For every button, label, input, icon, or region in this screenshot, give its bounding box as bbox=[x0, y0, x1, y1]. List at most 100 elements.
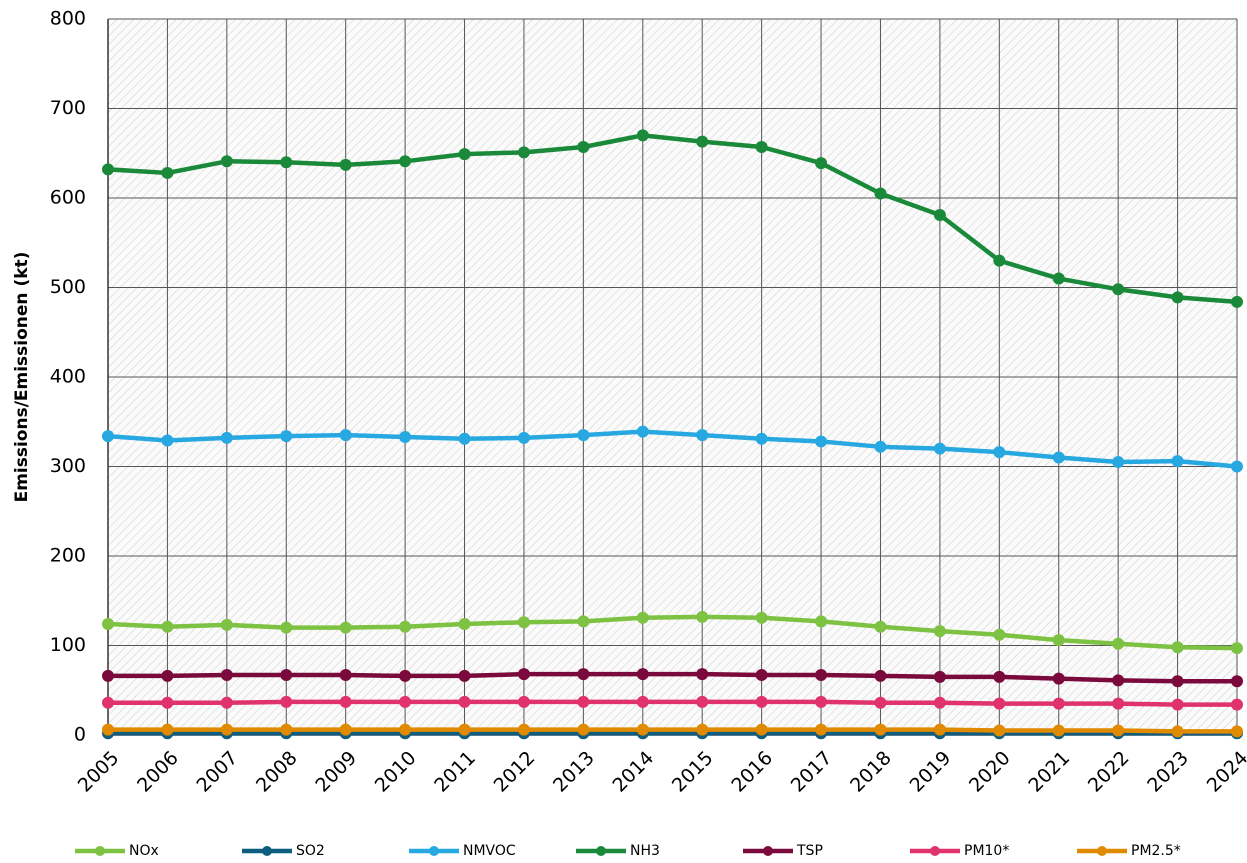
data-point bbox=[1052, 634, 1065, 647]
data-point bbox=[339, 695, 352, 708]
data-point bbox=[815, 435, 828, 448]
legend-label: PM10* bbox=[964, 843, 1009, 859]
x-tick-label: 2023 bbox=[1143, 747, 1193, 797]
legend-label: NMVOC bbox=[463, 843, 516, 859]
data-point bbox=[1112, 456, 1125, 469]
data-point bbox=[102, 696, 114, 709]
data-point bbox=[696, 610, 709, 623]
y-tick-label: 200 bbox=[50, 545, 86, 567]
data-point bbox=[874, 669, 887, 682]
data-point bbox=[517, 616, 530, 629]
legend-marker bbox=[95, 846, 105, 856]
data-point bbox=[102, 163, 114, 176]
legend-marker bbox=[1097, 846, 1107, 856]
data-point bbox=[517, 431, 530, 444]
data-point bbox=[1052, 697, 1065, 710]
data-point bbox=[577, 695, 590, 708]
data-point bbox=[755, 140, 768, 153]
y-tick-label: 400 bbox=[50, 366, 86, 388]
data-point bbox=[1231, 642, 1243, 655]
data-point bbox=[280, 430, 293, 443]
data-point bbox=[696, 723, 709, 736]
data-point bbox=[517, 668, 530, 681]
y-tick-label: 0 bbox=[74, 724, 86, 746]
data-point bbox=[399, 695, 412, 708]
data-point bbox=[280, 669, 293, 682]
data-point bbox=[339, 429, 352, 442]
data-point bbox=[1112, 674, 1125, 687]
data-point bbox=[636, 668, 649, 681]
data-point bbox=[577, 668, 590, 681]
series-line bbox=[108, 727, 1237, 734]
x-tick-label: 2018 bbox=[846, 747, 896, 797]
data-point bbox=[458, 618, 471, 631]
data-point bbox=[993, 670, 1006, 683]
data-point bbox=[220, 723, 233, 736]
data-point bbox=[280, 621, 293, 634]
legend-label: TSP bbox=[796, 843, 823, 859]
x-tick-label: 2016 bbox=[727, 747, 777, 797]
data-point bbox=[1052, 724, 1065, 737]
data-point bbox=[280, 156, 293, 169]
data-point bbox=[161, 620, 174, 633]
data-point bbox=[1171, 641, 1184, 654]
legend-label: PM2.5* bbox=[1131, 843, 1181, 859]
x-tick-label: 2017 bbox=[787, 747, 837, 797]
legend-marker bbox=[930, 846, 940, 856]
x-tick-label: 2009 bbox=[311, 747, 361, 797]
data-point bbox=[815, 669, 828, 682]
data-point bbox=[815, 615, 828, 628]
data-point bbox=[161, 434, 174, 447]
data-point bbox=[636, 129, 649, 142]
x-tick-label: 2007 bbox=[193, 747, 243, 797]
x-tick-label: 2024 bbox=[1203, 747, 1247, 797]
data-point bbox=[1171, 725, 1184, 738]
data-point bbox=[577, 615, 590, 628]
y-axis-label: Emissions/Emissionen (kt) bbox=[12, 252, 32, 503]
data-point bbox=[874, 620, 887, 633]
x-tick-label: 2013 bbox=[549, 747, 599, 797]
data-point bbox=[993, 446, 1006, 459]
x-tick-label: 2014 bbox=[608, 747, 658, 797]
data-point bbox=[339, 723, 352, 736]
data-point bbox=[1052, 451, 1065, 464]
data-point bbox=[696, 668, 709, 681]
series-line bbox=[108, 699, 1237, 707]
data-point bbox=[102, 669, 114, 682]
data-point bbox=[280, 723, 293, 736]
data-point bbox=[755, 432, 768, 445]
y-tick-label: 100 bbox=[50, 634, 86, 656]
data-point bbox=[933, 723, 946, 736]
data-point bbox=[577, 723, 590, 736]
data-point bbox=[755, 723, 768, 736]
legend-marker bbox=[429, 846, 439, 856]
series-line bbox=[108, 671, 1237, 684]
data-point bbox=[339, 158, 352, 171]
data-point bbox=[993, 724, 1006, 737]
x-tick-label: 2020 bbox=[965, 747, 1015, 797]
data-point bbox=[636, 695, 649, 708]
data-point bbox=[815, 157, 828, 170]
data-point bbox=[815, 723, 828, 736]
data-point bbox=[399, 430, 412, 443]
data-point bbox=[933, 670, 946, 683]
data-point bbox=[933, 209, 946, 222]
data-point bbox=[1231, 460, 1243, 473]
data-point bbox=[636, 425, 649, 438]
data-point bbox=[993, 628, 1006, 641]
data-point bbox=[874, 187, 887, 200]
legend-marker bbox=[596, 846, 606, 856]
data-point bbox=[1231, 725, 1243, 738]
legend-marker bbox=[262, 846, 272, 856]
data-point bbox=[1171, 291, 1184, 304]
data-point bbox=[220, 431, 233, 444]
data-point bbox=[339, 621, 352, 634]
y-tick-label: 600 bbox=[50, 187, 86, 209]
data-point bbox=[220, 155, 233, 168]
data-point bbox=[1231, 698, 1243, 711]
legend-label: NH3 bbox=[630, 843, 660, 859]
x-tick-label: 2022 bbox=[1084, 747, 1134, 797]
data-point bbox=[399, 669, 412, 682]
series-line bbox=[107, 429, 1238, 469]
